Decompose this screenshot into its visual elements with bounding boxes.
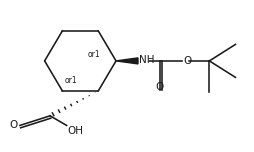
Text: OH: OH	[68, 126, 84, 136]
Text: O: O	[183, 56, 192, 66]
Text: NH: NH	[139, 55, 155, 65]
Text: O: O	[156, 82, 164, 92]
Text: O: O	[10, 120, 18, 130]
Text: or1: or1	[65, 76, 77, 85]
Text: or1: or1	[88, 50, 100, 59]
Polygon shape	[116, 58, 138, 64]
